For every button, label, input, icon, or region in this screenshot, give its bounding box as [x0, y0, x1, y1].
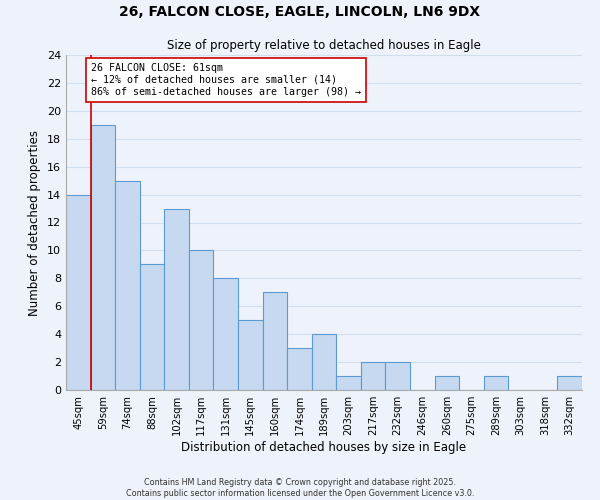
Bar [238, 320, 263, 390]
Bar [312, 334, 336, 390]
Bar [214, 278, 238, 390]
Bar [361, 362, 385, 390]
Bar [115, 180, 140, 390]
Bar [287, 348, 312, 390]
Text: Contains HM Land Registry data © Crown copyright and database right 2025.
Contai: Contains HM Land Registry data © Crown c… [126, 478, 474, 498]
X-axis label: Distribution of detached houses by size in Eagle: Distribution of detached houses by size … [181, 441, 467, 454]
Text: 26 FALCON CLOSE: 61sqm
← 12% of detached houses are smaller (14)
86% of semi-det: 26 FALCON CLOSE: 61sqm ← 12% of detached… [91, 64, 361, 96]
Bar [434, 376, 459, 390]
Bar [91, 125, 115, 390]
Bar [140, 264, 164, 390]
Bar [189, 250, 214, 390]
Title: Size of property relative to detached houses in Eagle: Size of property relative to detached ho… [167, 40, 481, 52]
Bar [484, 376, 508, 390]
Text: 26, FALCON CLOSE, EAGLE, LINCOLN, LN6 9DX: 26, FALCON CLOSE, EAGLE, LINCOLN, LN6 9D… [119, 5, 481, 19]
Bar [164, 208, 189, 390]
Bar [66, 194, 91, 390]
Bar [263, 292, 287, 390]
Bar [336, 376, 361, 390]
Bar [385, 362, 410, 390]
Bar [557, 376, 582, 390]
Y-axis label: Number of detached properties: Number of detached properties [28, 130, 41, 316]
